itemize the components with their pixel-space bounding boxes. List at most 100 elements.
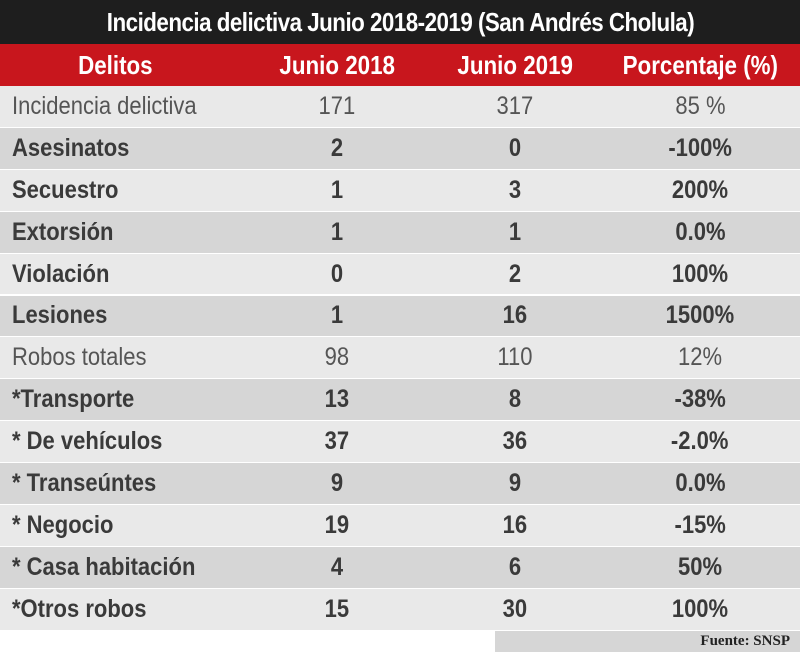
value-2019-cell: 36 <box>440 421 590 462</box>
value-percentage-cell: 200% <box>605 170 795 211</box>
value-percentage-cell: 50% <box>605 547 795 588</box>
value-2018-cell: 171 <box>262 86 412 127</box>
value-percentage-cell: -38% <box>605 379 795 420</box>
value-percentage: 1500% <box>665 301 735 330</box>
header-porcentaje: Porcentaje (%) <box>605 44 795 86</box>
value-2019-cell: 2 <box>440 254 590 295</box>
value-percentage: 0.0% <box>674 469 726 498</box>
value-2018-cell: 1 <box>262 170 412 211</box>
value-2018-cell: 4 <box>262 547 412 588</box>
row-label: * De vehículos <box>12 427 163 456</box>
row-label-cell: * Casa habitación <box>12 547 242 588</box>
header-junio-2019-label: Junio 2019 <box>457 49 573 80</box>
table-row: * Negocio 19 16 -15% <box>0 505 800 547</box>
row-label-cell: Lesiones <box>12 296 242 337</box>
table-row: *Otros robos 15 30 100% <box>0 588 800 631</box>
value-2019-cell: 16 <box>440 296 590 337</box>
row-label: Secuestro <box>12 175 119 204</box>
value-percentage-cell: 12% <box>605 337 795 378</box>
row-label-cell: *Transporte <box>12 379 242 420</box>
value-percentage: 100% <box>671 594 729 623</box>
value-2019: 30 <box>502 594 528 623</box>
row-label-cell: Extorsión <box>12 212 242 253</box>
value-2018-cell: 13 <box>262 379 412 420</box>
table-row: Incidencia delictiva 171 317 85 % <box>0 86 800 128</box>
value-2019-cell: 30 <box>440 589 590 630</box>
value-percentage-cell: 0.0% <box>605 212 795 253</box>
value-percentage: 85 % <box>674 91 726 120</box>
table-header-row: Delitos Junio 2018 Junio 2019 Porcentaje… <box>0 44 800 86</box>
header-delitos: Delitos <box>0 44 230 86</box>
value-percentage-cell: 1500% <box>605 296 795 337</box>
row-label-cell: Incidencia delictiva <box>12 86 242 127</box>
row-label-cell: Robos totales <box>12 337 242 378</box>
value-2019-cell: 3 <box>440 170 590 211</box>
table-row: Robos totales 98 110 12% <box>0 337 800 380</box>
value-percentage: 50% <box>677 552 723 581</box>
value-2018: 37 <box>324 427 350 456</box>
value-2019: 1 <box>508 217 522 246</box>
value-2018: 1 <box>330 217 344 246</box>
value-2018: 19 <box>324 510 350 539</box>
value-2018-cell: 9 <box>262 463 412 504</box>
value-2019: 317 <box>496 91 534 120</box>
table-row: Lesiones 1 16 1500% <box>0 295 800 338</box>
value-2018: 4 <box>330 552 344 581</box>
header-junio-2019: Junio 2019 <box>440 44 590 86</box>
value-2019-cell: 9 <box>440 463 590 504</box>
value-2019: 8 <box>508 385 522 414</box>
value-2018-cell: 15 <box>262 589 412 630</box>
value-2019-cell: 110 <box>440 337 590 378</box>
header-delitos-label: Delitos <box>77 49 153 80</box>
value-2018-cell: 1 <box>262 212 412 253</box>
row-label: Incidencia delictiva <box>12 91 197 120</box>
row-label: * Transeúntes <box>12 469 157 498</box>
value-2019-cell: 8 <box>440 379 590 420</box>
row-label: Robos totales <box>12 343 147 372</box>
row-label-cell: Violación <box>12 254 242 295</box>
value-percentage: -100% <box>668 133 732 162</box>
row-label: *Otros robos <box>12 594 147 623</box>
value-percentage-cell: 85 % <box>605 86 795 127</box>
source-credit: Fuente: SNSP <box>495 631 800 652</box>
table-row: Secuestro 1 3 200% <box>0 169 800 212</box>
row-label: *Transporte <box>12 385 135 414</box>
value-2019-cell: 16 <box>440 505 590 546</box>
value-2018: 171 <box>318 91 356 120</box>
value-2018-cell: 2 <box>262 128 412 169</box>
row-label-cell: * De vehículos <box>12 421 242 462</box>
value-2019: 3 <box>508 175 522 204</box>
row-label-cell: *Otros robos <box>12 589 242 630</box>
table-row: * De vehículos 37 36 -2.0% <box>0 421 800 464</box>
value-2019-cell: 1 <box>440 212 590 253</box>
header-junio-2018: Junio 2018 <box>262 44 412 86</box>
value-percentage: 12% <box>677 343 723 372</box>
row-label: Lesiones <box>12 301 108 330</box>
value-2019-cell: 6 <box>440 547 590 588</box>
value-percentage: -38% <box>674 385 726 414</box>
value-percentage: 0.0% <box>674 217 726 246</box>
table-row: *Transporte 13 8 -38% <box>0 379 800 422</box>
value-percentage-cell: 100% <box>605 589 795 630</box>
row-label: * Negocio <box>12 510 114 539</box>
table-row: Asesinatos 2 0 -100% <box>0 127 800 170</box>
value-2018-cell: 1 <box>262 296 412 337</box>
value-2018: 13 <box>324 385 350 414</box>
table-row: * Casa habitación 4 6 50% <box>0 546 800 589</box>
table-title-bar: Incidencia delictiva Junio 2018-2019 (Sa… <box>0 0 800 44</box>
value-2018-cell: 37 <box>262 421 412 462</box>
row-label: Asesinatos <box>12 133 130 162</box>
value-percentage: 100% <box>671 259 729 288</box>
table-body: Incidencia delictiva 171 317 85 % Asesinatos… <box>0 86 800 631</box>
value-2019: 6 <box>508 552 522 581</box>
value-2018: 1 <box>330 175 344 204</box>
row-label-cell: * Transeúntes <box>12 463 242 504</box>
value-percentage-cell: -15% <box>605 505 795 546</box>
value-2019: 9 <box>508 469 522 498</box>
footer-spacer <box>0 631 495 652</box>
value-percentage: 200% <box>671 175 729 204</box>
value-2018-cell: 19 <box>262 505 412 546</box>
value-2019: 2 <box>508 259 522 288</box>
value-2018: 2 <box>330 133 344 162</box>
